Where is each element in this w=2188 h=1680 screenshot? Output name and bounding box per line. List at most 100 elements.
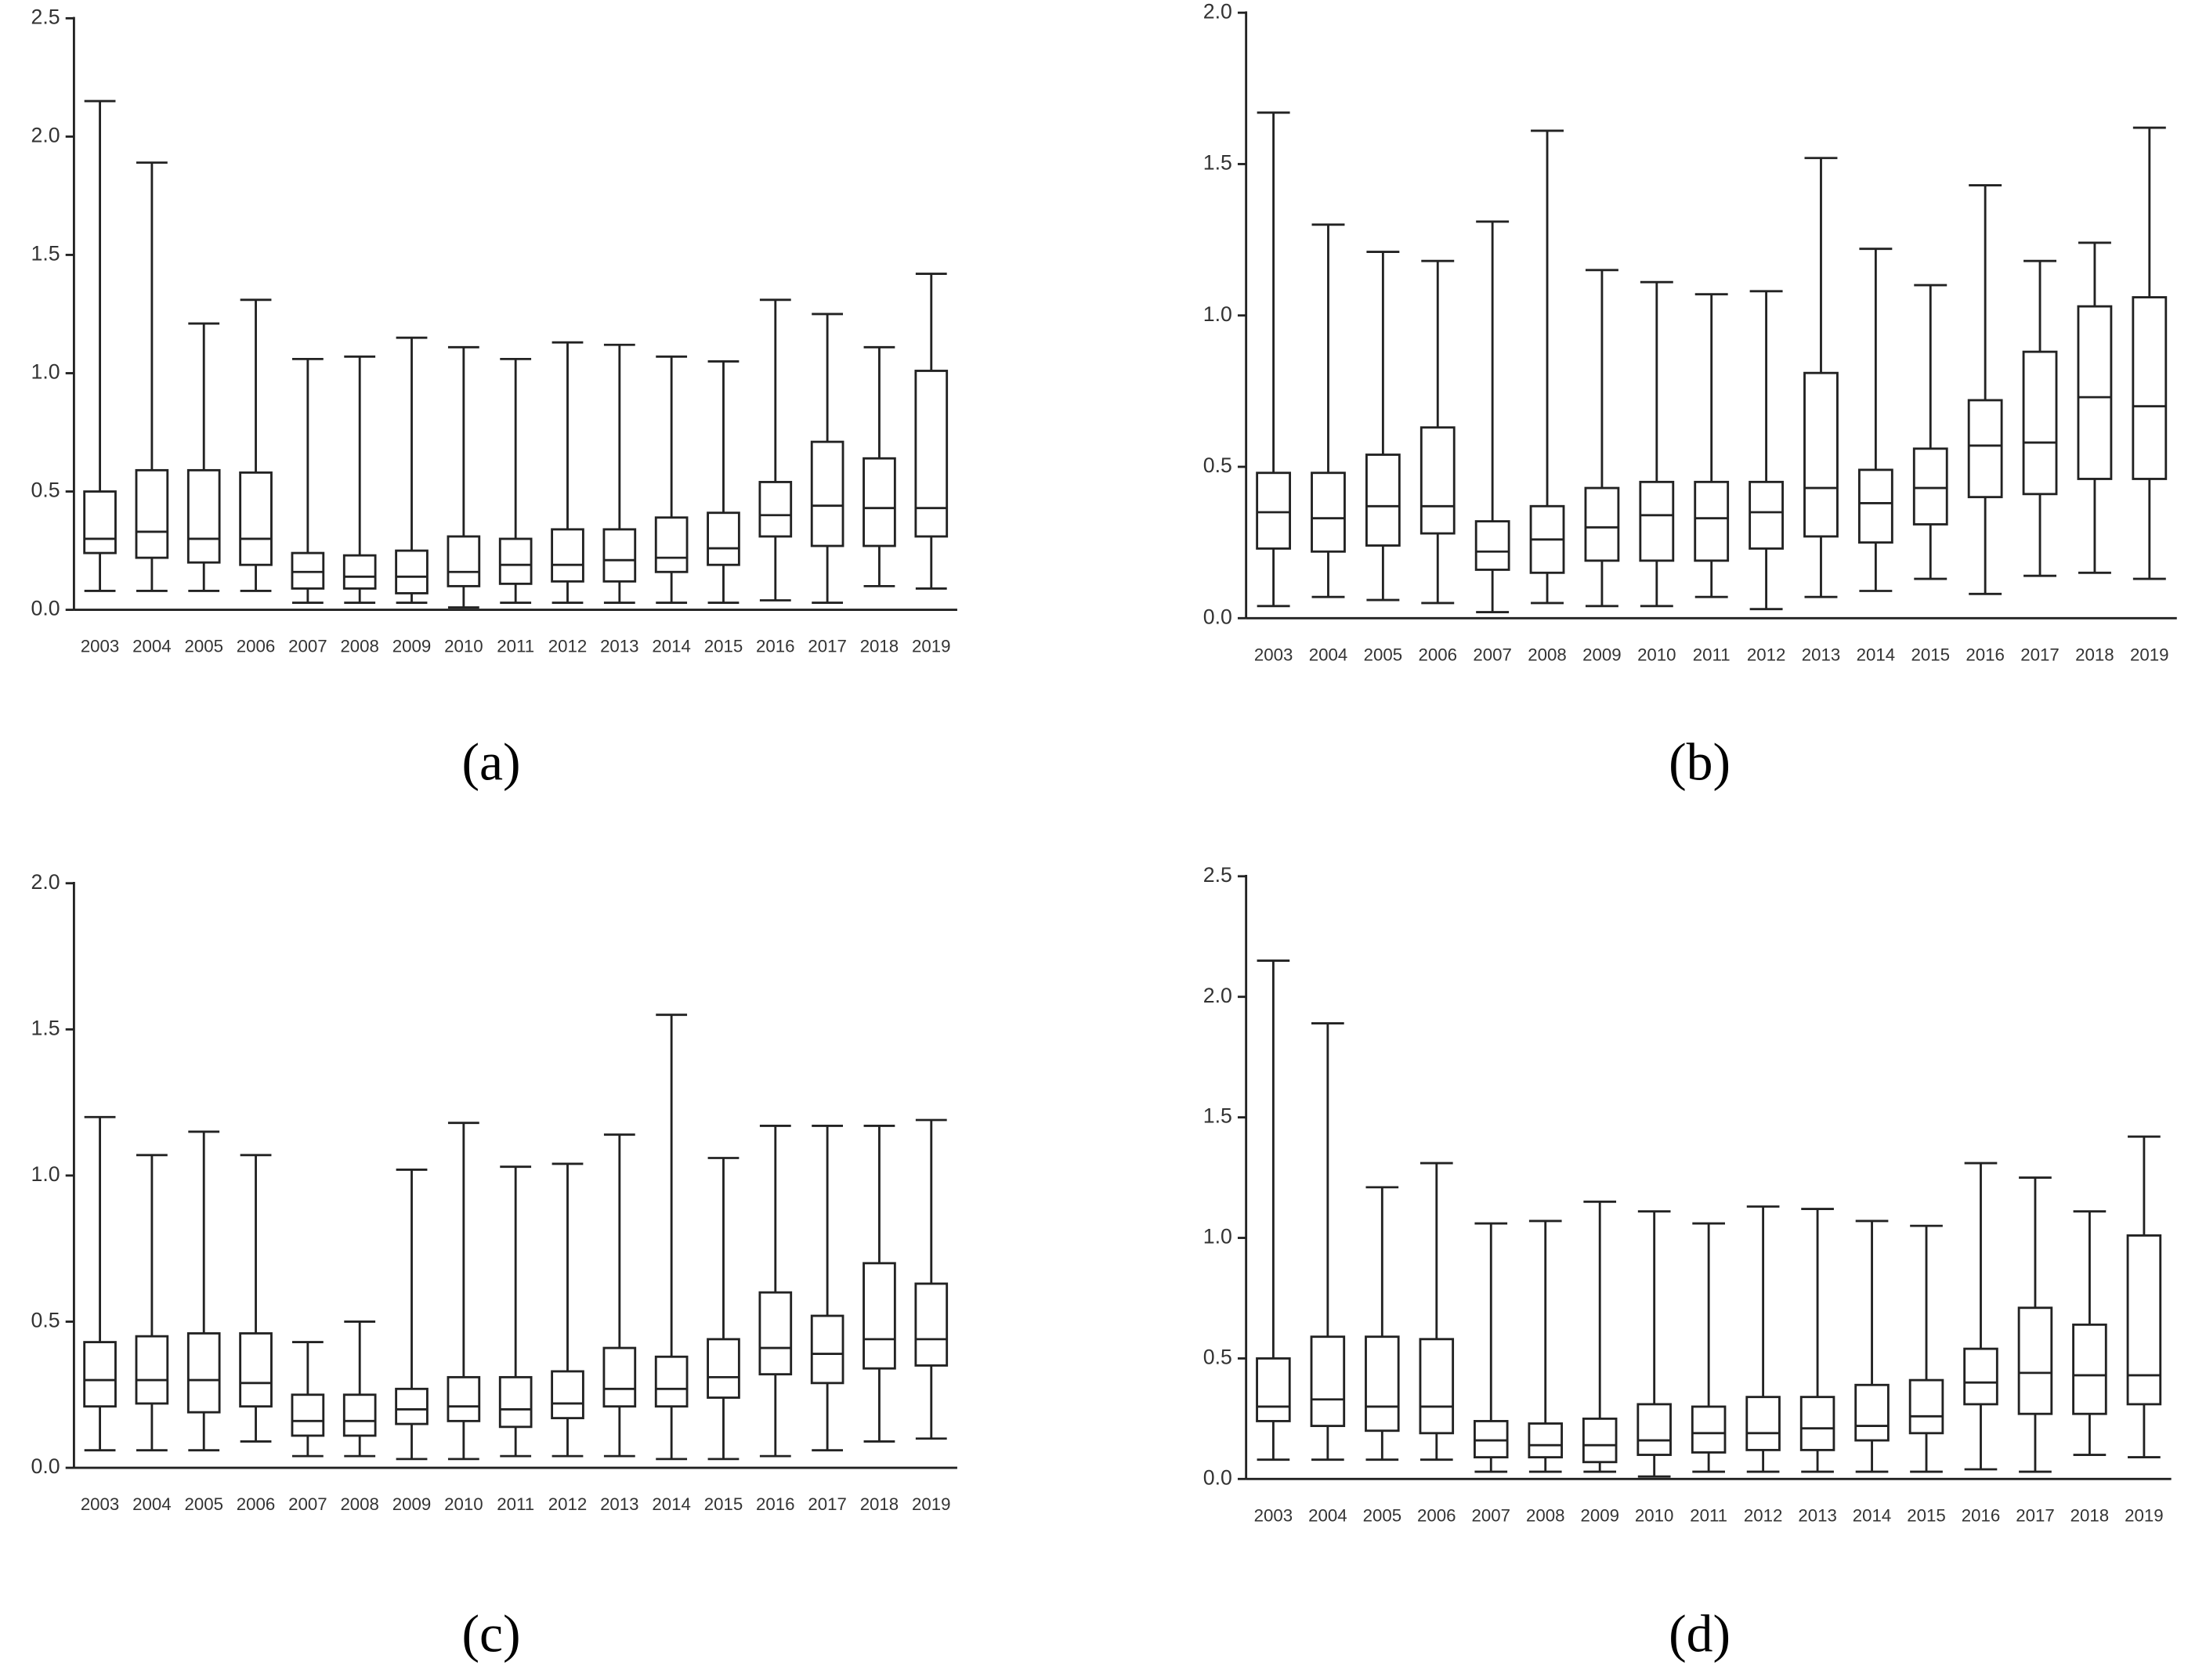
- x-tick-label: 2014: [652, 637, 691, 656]
- x-tick-label: 2005: [1364, 645, 1403, 664]
- y-tick-label: 1.0: [31, 1162, 60, 1186]
- x-tick-label: 2006: [237, 637, 276, 656]
- x-tick-label: 2007: [288, 637, 327, 656]
- x-tick-label: 2016: [756, 1494, 795, 1514]
- box: [707, 511, 740, 566]
- box: [1365, 453, 1401, 547]
- x-tick-label: 2012: [548, 1494, 588, 1514]
- box: [1582, 1417, 1618, 1464]
- y-tick-label: 2.5: [31, 5, 60, 28]
- x-tick-label: 2013: [1802, 645, 1841, 664]
- box: [602, 528, 637, 583]
- x-tick-label: 2005: [184, 637, 223, 656]
- box: [1584, 486, 1620, 562]
- x-tick-label: 2017: [2016, 1505, 2054, 1525]
- box: [1419, 1338, 1455, 1435]
- x-tick-label: 2005: [184, 1494, 223, 1514]
- box: [1636, 1403, 1672, 1456]
- x-tick-label: 2003: [81, 637, 120, 656]
- x-tick-label: 2014: [1857, 645, 1896, 664]
- box: [1639, 480, 1675, 562]
- x-tick-label: 2015: [704, 1494, 743, 1514]
- x-tick-label: 2006: [237, 1494, 276, 1514]
- box: [654, 1355, 689, 1408]
- box: [498, 537, 533, 585]
- box: [342, 1393, 377, 1437]
- x-tick-label: 2006: [1419, 645, 1457, 664]
- x-tick-label: 2007: [288, 1494, 327, 1514]
- panel-label: (b): [1669, 732, 1731, 791]
- box: [2126, 1234, 2162, 1406]
- box: [1908, 1378, 1944, 1435]
- x-tick-label: 2012: [548, 637, 588, 656]
- box: [447, 535, 481, 587]
- x-tick-label: 2017: [808, 1494, 847, 1514]
- y-tick-label: 0.0: [1203, 1465, 1232, 1489]
- x-tick-label: 2010: [1637, 645, 1676, 664]
- x-tick-label: 2019: [912, 1494, 951, 1514]
- x-tick-label: 2004: [132, 637, 172, 656]
- x-tick-label: 2014: [652, 1494, 691, 1514]
- x-tick-label: 2010: [1635, 1505, 1673, 1525]
- x-tick-label: 2018: [2070, 1505, 2109, 1525]
- box: [135, 1335, 169, 1405]
- y-tick-label: 2.5: [1203, 863, 1232, 887]
- box: [2132, 296, 2168, 480]
- y-tick-label: 1.5: [1203, 151, 1232, 175]
- box: [342, 554, 377, 590]
- box: [1691, 1405, 1727, 1454]
- box: [498, 1375, 533, 1429]
- y-tick-label: 1.5: [31, 242, 60, 266]
- x-tick-label: 2011: [497, 1494, 534, 1514]
- box: [83, 490, 117, 555]
- y-tick-label: 0.0: [1203, 605, 1232, 628]
- box: [914, 1282, 949, 1367]
- box: [83, 1341, 117, 1408]
- box: [1256, 471, 1291, 550]
- x-tick-label: 2015: [1907, 1505, 1945, 1525]
- x-tick-label: 2007: [1472, 1505, 1511, 1525]
- x-tick-label: 2013: [1798, 1505, 1836, 1525]
- x-tick-label: 2017: [2020, 645, 2059, 664]
- y-tick-label: 2.0: [1203, 984, 1232, 1007]
- x-tick-label: 2009: [392, 1494, 432, 1514]
- x-tick-label: 2019: [912, 637, 951, 656]
- box: [914, 370, 949, 538]
- box: [395, 1387, 429, 1425]
- box: [810, 1314, 844, 1385]
- box: [1528, 1422, 1564, 1459]
- box: [1799, 1396, 1835, 1451]
- y-tick-label: 1.0: [1203, 302, 1232, 326]
- box: [863, 1262, 896, 1370]
- x-tick-label: 2011: [497, 637, 534, 656]
- x-tick-label: 2018: [860, 1494, 899, 1514]
- x-tick-label: 2010: [444, 637, 483, 656]
- box: [654, 516, 689, 573]
- x-tick-label: 2011: [1693, 645, 1731, 664]
- box: [1749, 480, 1784, 550]
- box: [135, 468, 169, 559]
- y-tick-label: 0.0: [31, 597, 60, 620]
- box: [758, 481, 793, 538]
- box: [758, 1291, 793, 1376]
- box: [810, 440, 844, 547]
- box: [447, 1375, 481, 1422]
- box: [1474, 520, 1510, 571]
- x-tick-label: 2007: [1473, 645, 1511, 664]
- x-tick-label: 2016: [1962, 1505, 2000, 1525]
- y-tick-label: 0.5: [1203, 1345, 1232, 1368]
- x-tick-label: 2005: [1363, 1505, 1402, 1525]
- box: [1419, 426, 1456, 535]
- box: [2017, 1306, 2053, 1415]
- panel-label: (a): [461, 732, 520, 791]
- y-tick-label: 0.5: [31, 1309, 60, 1332]
- x-tick-label: 2006: [1417, 1505, 1456, 1525]
- x-tick-label: 2012: [1747, 645, 1786, 664]
- y-tick-label: 0.0: [31, 1454, 60, 1478]
- y-tick-label: 1.0: [1203, 1225, 1232, 1248]
- x-tick-label: 2009: [1582, 645, 1622, 664]
- x-tick-label: 2018: [2075, 645, 2114, 664]
- x-tick-label: 2009: [392, 637, 432, 656]
